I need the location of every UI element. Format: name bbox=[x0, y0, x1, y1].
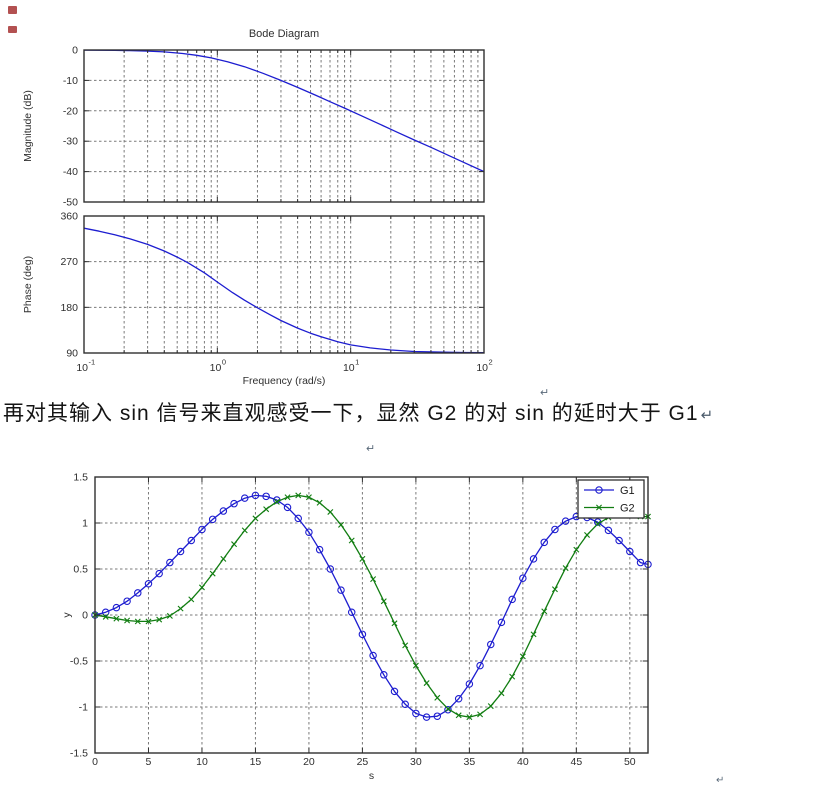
response-ytick-label: -0.5 bbox=[70, 656, 88, 668]
bode-ytick-label: -20 bbox=[63, 105, 78, 117]
response-xtick-label: 35 bbox=[464, 756, 476, 768]
paragraph-mark-icon: ↵ bbox=[366, 443, 376, 455]
bode-xtick-label: 10 bbox=[210, 362, 222, 374]
bode-xtick-label: 10 bbox=[343, 362, 355, 374]
bode-subplot: 360 270 180 90 bbox=[60, 211, 485, 360]
paragraph-mark-icon: ↵ bbox=[716, 775, 725, 786]
bode-ytick-label: -50 bbox=[63, 197, 78, 209]
bode-ytick-label: 90 bbox=[66, 348, 78, 360]
legend-entry-label: G2 bbox=[620, 502, 635, 514]
response-xtick-label: 10 bbox=[196, 756, 208, 768]
response-xtick-label: 30 bbox=[410, 756, 422, 768]
response-xtick-label: 5 bbox=[146, 756, 152, 768]
response-xlabel: s bbox=[369, 770, 374, 782]
bode-ytick-label: 0 bbox=[72, 45, 78, 57]
response-ytick-label: 0.5 bbox=[73, 564, 88, 576]
bode-xtick-exponent: 0 bbox=[222, 358, 226, 367]
response-ylabel: y bbox=[61, 612, 73, 618]
paragraph-text: 再对其输入 sin 信号来直观感受一下，显然 G2 的对 sin 的延时大于 G… bbox=[3, 400, 723, 427]
red-glyph-icon bbox=[8, 6, 17, 14]
response-ytick-label: 1 bbox=[82, 518, 88, 530]
bode-xtick-label: 10 bbox=[76, 362, 88, 374]
response-xtick-label: 45 bbox=[570, 756, 582, 768]
bode-xtick-exponent: 2 bbox=[489, 358, 493, 367]
response-ytick-label: 0 bbox=[82, 610, 88, 622]
response-xtick-label: 15 bbox=[250, 756, 262, 768]
response-xtick-label: 25 bbox=[357, 756, 369, 768]
response-xtick-label: 40 bbox=[517, 756, 529, 768]
response-figure: 0 5 10 15 20 25 30 35 40 45 50 1.5 1 0.5 0 -0.5 -1 -1.5 s y… bbox=[61, 472, 652, 782]
response-xtick-label: 20 bbox=[303, 756, 315, 768]
response-ytick-label: -1.5 bbox=[70, 748, 88, 760]
response-xtick-label: 50 bbox=[624, 756, 636, 768]
red-glyph-icon bbox=[8, 26, 17, 33]
bode-xtick-label: 10 bbox=[476, 362, 488, 374]
response-xtick-label: 0 bbox=[92, 756, 98, 768]
bode-xtick-exponent: -1 bbox=[89, 358, 96, 367]
paragraph-mark-icon: ↵ bbox=[540, 387, 550, 399]
paragraph-mark-icon: ↵ bbox=[700, 407, 714, 424]
bode-ytick-label: -40 bbox=[63, 166, 78, 178]
series-G2 bbox=[92, 492, 651, 721]
bode-ytick-label: 180 bbox=[60, 302, 78, 314]
bode-xlabel: Frequency (rad/s) bbox=[243, 375, 326, 387]
bode-xtick-exponent: 1 bbox=[355, 358, 359, 367]
response-ytick-label: -1 bbox=[79, 702, 88, 714]
legend-entry-label: G1 bbox=[620, 485, 635, 497]
bode-phase-ylabel: Phase (deg) bbox=[22, 256, 34, 313]
bode-ytick-label: -30 bbox=[63, 136, 78, 148]
bode-magnitude-ylabel: Magnitude (dB) bbox=[22, 90, 34, 162]
bode-title: Bode Diagram bbox=[249, 28, 319, 40]
response-ytick-label: 1.5 bbox=[73, 472, 88, 484]
bode-ytick-label: -10 bbox=[63, 75, 78, 87]
series-G1 bbox=[91, 491, 652, 721]
paragraph-content: 再对其输入 sin 信号来直观感受一下，显然 G2 的对 sin 的延时大于 G… bbox=[3, 402, 699, 425]
bode-subplot: 0 -10 -20 -30 -40 -50 bbox=[63, 45, 485, 209]
bode-ytick-label: 360 bbox=[60, 211, 78, 223]
bode-ytick-label: 270 bbox=[60, 256, 78, 268]
